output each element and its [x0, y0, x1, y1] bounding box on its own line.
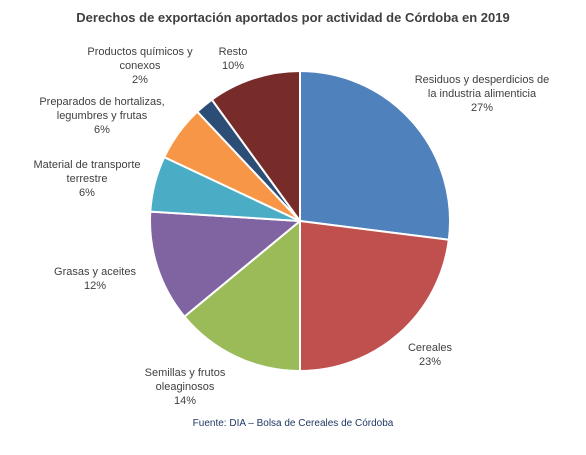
source-note: Fuente: DIA – Bolsa de Cereales de Córdo… — [192, 418, 394, 429]
value-label: 12% — [83, 280, 107, 292]
category-label: Cereales — [407, 342, 453, 354]
value-label: 14% — [173, 395, 197, 407]
pie-slice — [183, 218, 301, 373]
category-label: Grasas y aceites — [54, 266, 136, 278]
category-label: Semillas y frutos oleaginosos — [144, 367, 226, 393]
pie-slice — [210, 69, 301, 225]
pie-slice — [149, 210, 303, 319]
value-label: 6% — [79, 187, 95, 199]
category-label: Preparados de hortalizas, legumbres y fr… — [39, 96, 165, 122]
category-label: Resto — [218, 46, 248, 58]
slice-label: Preparados de hortalizas, legumbres y fr… — [35, 95, 170, 137]
value-label: 6% — [94, 124, 110, 136]
slice-label: Productos químicos y conexos 2% — [83, 45, 198, 87]
pie-slice — [299, 219, 450, 373]
value-label: 27% — [470, 102, 494, 114]
category-label: Material de transporte terrestre — [33, 159, 141, 185]
value-label: 10% — [221, 60, 245, 72]
chart-title: Derechos de exportación aportados por ac… — [76, 10, 510, 25]
slice-label: Grasas y aceites 12% — [45, 265, 145, 293]
pie-slice — [299, 69, 451, 241]
category-label: Residuos y desperdicios de la industria … — [414, 74, 550, 100]
slice-label: Residuos y desperdicios de la industria … — [412, 73, 552, 115]
slice-label: Semillas y frutos oleaginosos 14% — [135, 366, 235, 408]
value-label: 23% — [418, 356, 442, 368]
slice-label: Material de transporte terrestre 6% — [27, 158, 147, 200]
slice-label: Resto 10% — [203, 45, 263, 73]
slice-label: Cereales 23% — [390, 341, 470, 369]
category-label: Productos químicos y conexos — [87, 46, 193, 72]
value-label: 2% — [132, 74, 148, 86]
